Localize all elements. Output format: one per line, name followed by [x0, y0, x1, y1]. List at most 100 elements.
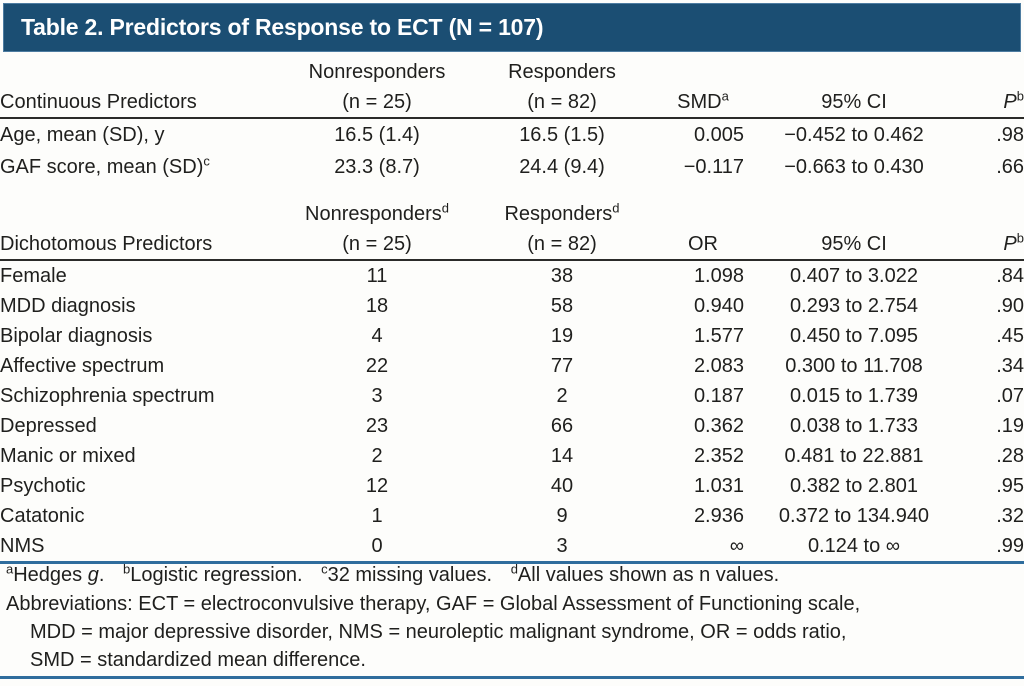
footnote-text: Hedges: [13, 564, 88, 586]
col-header-label: OR: [688, 233, 718, 255]
cell-stat: 1.098: [693, 264, 744, 287]
row-label: Age, mean (SD), y: [0, 123, 165, 146]
abbreviations-line: MDD = major depressive disorder, NMS = n…: [30, 621, 847, 643]
table-row: Depressed 23 66 0.362 0.038 to 1.733 .19: [0, 411, 1024, 441]
col-header-p: Pb: [964, 84, 1024, 119]
col-header-ci: 95% CI: [744, 226, 964, 261]
col-header-label: P: [1003, 233, 1017, 255]
col-header-or: OR: [662, 226, 744, 261]
cell-p: .28: [996, 444, 1024, 467]
cell-p: .84: [996, 264, 1024, 287]
predictors-table: Nonresponders Responders Continuous Pred…: [0, 56, 1024, 564]
cell-p: .34: [996, 354, 1024, 377]
cell-responders: 58: [550, 294, 574, 317]
cell-responders: 2: [556, 384, 568, 407]
cell-nonresponders: 22: [365, 354, 389, 377]
col-header-responders: Respondersd: [462, 198, 662, 226]
footnote-text: 32 missing values.: [327, 564, 493, 586]
col-header-label: P: [1003, 91, 1017, 113]
cell-label: GAF score, mean (SD)c: [0, 151, 292, 183]
section-spacer: [0, 183, 1024, 198]
col-header-responders: Responders: [462, 56, 662, 84]
cell-stat: −0.117: [683, 155, 744, 178]
cell-stat: 1.577: [693, 324, 744, 347]
cell-p: .07: [996, 384, 1024, 407]
cell-ci: 0.300 to 11.708: [785, 354, 923, 377]
cell-p: .66: [996, 155, 1024, 178]
abbreviations-line: Abbreviations: ECT = electroconvulsive t…: [6, 593, 861, 615]
footnote-text: .: [98, 564, 105, 586]
table-row: Age, mean (SD), y 16.5 (1.4) 16.5 (1.5) …: [0, 118, 1024, 151]
cell-p: .95: [996, 474, 1024, 497]
cell-responders: 14: [550, 444, 574, 467]
cell-label: Bipolar diagnosis: [0, 324, 153, 347]
cell-stat: 1.031: [693, 474, 744, 497]
continuous-header-row-1: Nonresponders Responders: [0, 56, 1024, 84]
abbreviations-line: SMD = standardized mean difference.: [30, 649, 366, 671]
empty-cell: [0, 198, 292, 226]
cell-nonresponders: 3: [371, 384, 383, 407]
abbreviations: Abbreviations: ECT = electroconvulsive t…: [6, 590, 1018, 674]
cell-ci: −0.663 to 0.430: [784, 155, 924, 178]
col-header-label: Responders: [504, 203, 613, 225]
footnote-text: Logistic regression.: [130, 564, 303, 586]
footnote-sup: c: [321, 561, 328, 577]
cell-p: .99: [964, 531, 1024, 564]
cell-ci: 0.124 to ∞: [744, 531, 964, 564]
footnotes: aHedges g. bLogistic regression. c32 mis…: [6, 560, 1018, 674]
empty-cell: [662, 56, 744, 84]
col-header-n-responders: (n = 82): [462, 226, 662, 261]
footnote-d: dAll values shown as n values.: [511, 562, 780, 586]
empty-cell: [744, 198, 964, 226]
cell-nonresponders: 2: [371, 444, 383, 467]
dichotomous-header-row-1: Nonrespondersd Respondersd: [0, 198, 1024, 226]
cell-p: .98: [996, 123, 1024, 146]
footnote-italic: g: [87, 564, 99, 586]
col-header-dichotomous-predictors: Dichotomous Predictors: [0, 226, 292, 261]
col-header-label: Nonresponders: [305, 203, 442, 225]
col-header-n-nonresponders: (n = 25): [292, 84, 462, 119]
col-header-p: Pb: [964, 226, 1024, 261]
cell-stat: 2.352: [693, 444, 744, 467]
cell-label: Age, mean (SD), y: [0, 118, 292, 151]
table-row: Bipolar diagnosis 4 19 1.577 0.450 to 7.…: [0, 321, 1024, 351]
col-header-nonresponders: Nonrespondersd: [292, 198, 462, 226]
empty-cell: [0, 56, 292, 84]
cell-responders: 9: [556, 504, 568, 527]
table-row: Psychotic 12 40 1.031 0.382 to 2.801 .95: [0, 471, 1024, 501]
cell-responders: 16.5 (1.5): [519, 123, 605, 146]
table-row: NMS 0 3 ∞ 0.124 to ∞ .99: [0, 531, 1024, 564]
continuous-header-row-2: Continuous Predictors (n = 25) (n = 82) …: [0, 84, 1024, 119]
cell-label: Female: [0, 264, 67, 287]
cell-ci: 0.407 to 3.022: [790, 264, 918, 287]
cell-nonresponders: 1: [371, 504, 383, 527]
col-header-sup: d: [612, 200, 620, 216]
cell-ci: −0.452 to 0.462: [784, 123, 924, 146]
col-header-sup: a: [721, 88, 729, 104]
dichotomous-header-row-2: Dichotomous Predictors (n = 25) (n = 82)…: [0, 226, 1024, 261]
cell-label: Psychotic: [0, 474, 86, 497]
col-header-n-nonresponders: (n = 25): [292, 226, 462, 261]
row-label-sup: c: [203, 152, 210, 168]
col-header-sup: b: [1016, 230, 1024, 246]
cell-responders: 19: [550, 324, 574, 347]
table-title: Table 2. Predictors of Response to ECT (…: [21, 14, 544, 40]
footnote-superscripts-line: aHedges g. bLogistic regression. c32 mis…: [6, 560, 1018, 590]
col-header-smd: SMDa: [662, 84, 744, 119]
cell-nonresponders: 12: [365, 474, 389, 497]
cell-nonresponders: 16.5 (1.4): [334, 123, 420, 146]
footnote-sup: b: [122, 561, 131, 577]
footnote-sup: a: [6, 561, 14, 577]
col-header-sup: b: [1016, 88, 1024, 104]
cell-stat: 0.940: [693, 294, 744, 317]
col-header-label: Responders: [508, 61, 616, 83]
cell-responders: 66: [550, 414, 574, 437]
cell-ci: 0.450 to 7.095: [790, 324, 918, 347]
cell-ci: 0.372 to 134.940: [778, 504, 930, 527]
cell-responders: 3: [462, 531, 662, 564]
table-row: Female 11 38 1.098 0.407 to 3.022 .84: [0, 260, 1024, 291]
col-header-label: SMD: [677, 91, 722, 113]
cell-p: .45: [996, 324, 1024, 347]
footnote-text: All values shown as n values.: [517, 564, 780, 586]
